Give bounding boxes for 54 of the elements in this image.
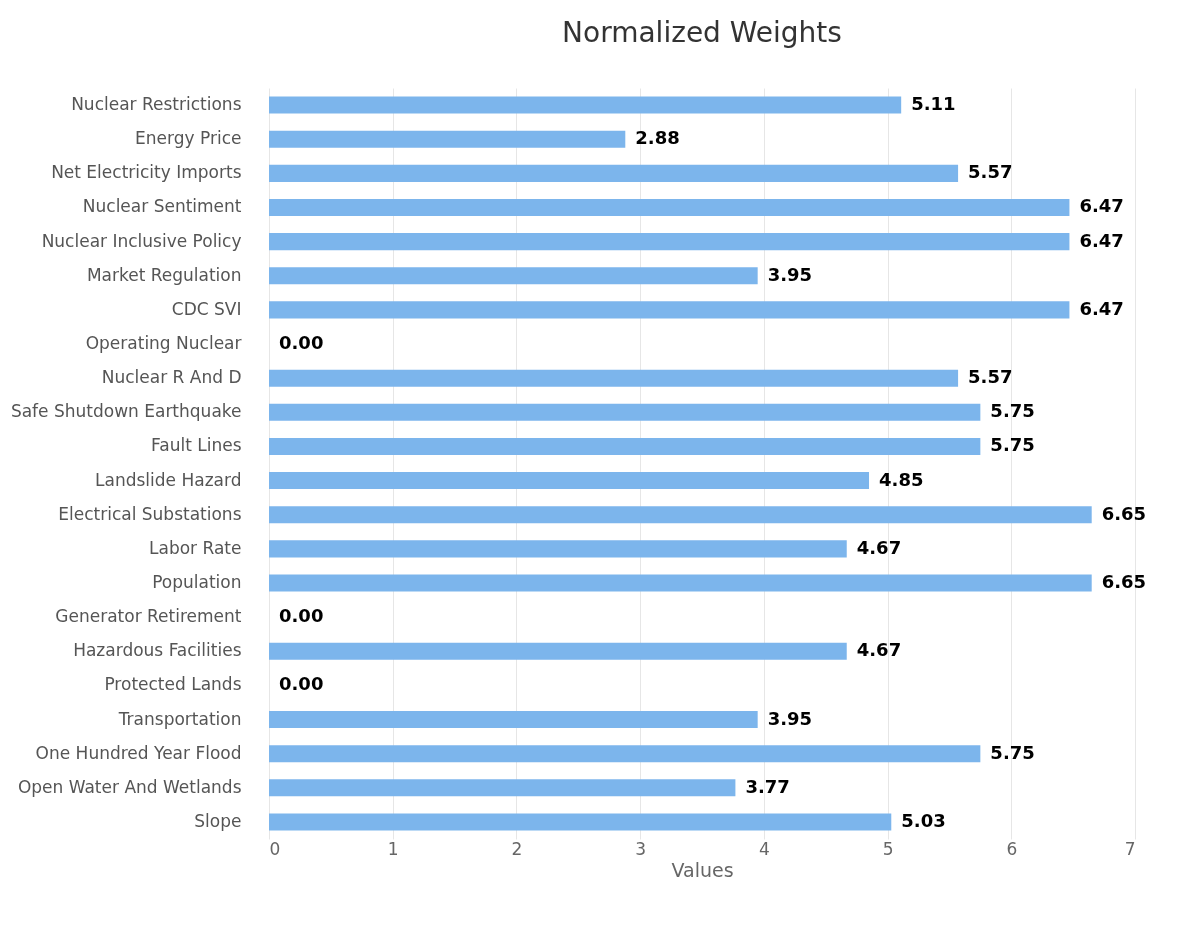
y-tick-label: Operating Nuclear — [85, 333, 242, 354]
y-tick-label: CDC SVI — [171, 298, 242, 319]
data-label: 0.00 — [279, 673, 324, 695]
x-tick-label: 7 — [1124, 838, 1136, 859]
y-tick-label: Population — [152, 571, 242, 592]
data-label: 4.85 — [879, 468, 924, 490]
y-tick-label: Fault Lines — [151, 435, 242, 456]
y-tick-label: Labor Rate — [149, 537, 242, 558]
y-tick-label: Nuclear R And D — [101, 367, 242, 388]
data-label: 6.47 — [1079, 297, 1124, 319]
y-tick-label: One Hundred Year Flood — [35, 742, 242, 763]
data-label: 0.00 — [279, 605, 324, 627]
x-tick-label: 0 — [269, 838, 281, 859]
y-tick-label: Safe Shutdown Earthquake — [10, 401, 242, 422]
data-label: 6.47 — [1079, 195, 1124, 217]
y-tick-label: Nuclear Sentiment — [82, 196, 242, 217]
chart-title: Normalized Weights — [562, 16, 842, 49]
y-tick-label: Slope — [194, 810, 242, 831]
data-label: 4.67 — [856, 639, 902, 661]
data-label: 6.65 — [1101, 502, 1147, 524]
data-label: 0.00 — [279, 332, 324, 354]
data-label: 4.67 — [856, 536, 902, 558]
y-tick-label: Net Electricity Imports — [51, 162, 242, 183]
data-label: 5.75 — [990, 400, 1035, 422]
data-label: 6.65 — [1101, 570, 1147, 592]
y-tick-label: Hazardous Facilities — [73, 640, 242, 661]
y-tick-label: Nuclear Restrictions — [71, 94, 242, 115]
data-label: 5.75 — [990, 741, 1035, 763]
data-label: 2.88 — [635, 127, 680, 149]
x-tick-label: 6 — [1006, 838, 1018, 859]
data-label: 5.11 — [911, 93, 956, 115]
data-label: 3.95 — [767, 707, 813, 729]
y-tick-label: Generator Retirement — [55, 606, 242, 627]
y-tick-label: Market Regulation — [86, 264, 242, 285]
x-axis-title: Values — [671, 858, 734, 881]
data-label: 3.95 — [767, 263, 813, 285]
x-tick-label: 1 — [387, 838, 399, 859]
x-tick-label: 4 — [758, 838, 770, 859]
data-label: 3.77 — [745, 775, 790, 797]
data-label: 5.57 — [968, 366, 1013, 388]
y-tick-label: Nuclear Inclusive Policy — [41, 230, 242, 251]
x-tick-label: 3 — [635, 838, 647, 859]
y-tick-label: Landslide Hazard — [95, 469, 242, 490]
data-label: 5.75 — [990, 434, 1035, 456]
y-tick-label: Electrical Substations — [58, 503, 242, 524]
data-label: 5.03 — [901, 809, 946, 831]
data-label: 5.57 — [968, 161, 1013, 183]
y-tick-label: Energy Price — [135, 128, 242, 149]
x-tick-label: 2 — [511, 838, 523, 859]
data-label: 6.47 — [1079, 229, 1124, 251]
y-tick-label: Protected Lands — [104, 674, 242, 695]
x-tick-label: 5 — [882, 838, 894, 859]
y-tick-label: Open Water And Wetlands — [17, 776, 242, 797]
y-tick-label: Transportation — [117, 708, 242, 729]
